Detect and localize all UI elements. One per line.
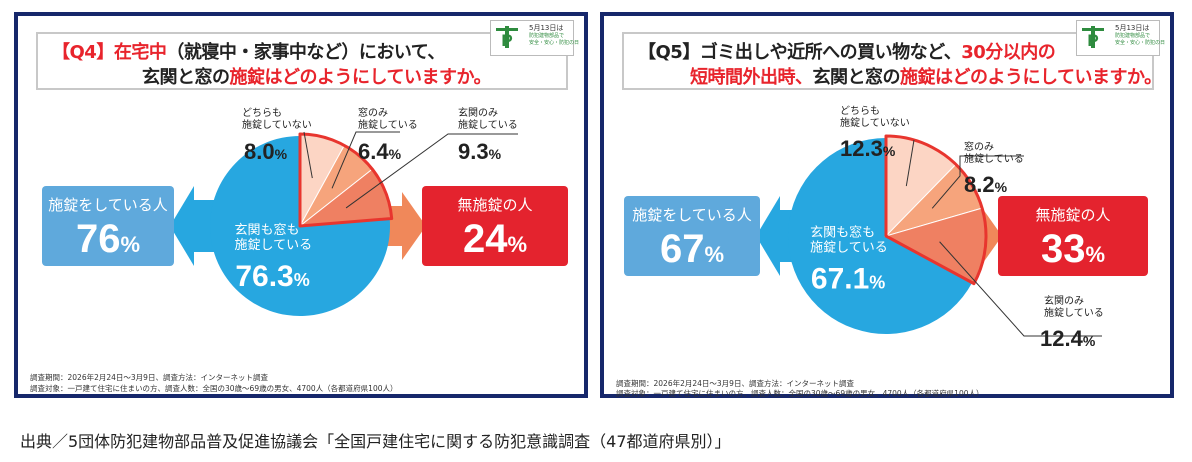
question-highlight: 30分以内の — [961, 42, 1056, 63]
question-title-line2: 玄関と窓の施錠はどのようにしていますか。 — [142, 63, 492, 89]
question-title-box: 【Q4】在宅中（就寝中・家事中など）において、 玄関と窓の施錠はどのようにしてい… — [36, 32, 568, 90]
leader-line — [345, 133, 518, 209]
unlocked-summary-box — [998, 196, 1148, 276]
unlocked-summary-value: 33% — [1041, 227, 1105, 271]
unlocked-summary-value: 24% — [463, 217, 527, 261]
slice-label-both-locked: 玄関も窓も施錠している — [810, 225, 888, 255]
svg-text:P: P — [1087, 31, 1098, 50]
slice-value-2: 8.2% — [964, 172, 1008, 197]
leader-line — [303, 131, 313, 179]
slice-value-3: 9.3% — [458, 139, 502, 164]
logo-tagline: 防犯建物部品で 安全・安心・防犯の日 — [529, 33, 580, 46]
locked-summary-label: 施錠をしている人 — [632, 207, 752, 224]
slice-value-3: 12.4% — [1040, 326, 1096, 351]
right-arrow-icon — [386, 192, 426, 260]
pie-chart-q5: 施錠をしている人 67% 無施錠の人 33% 玄関も窓も施錠している 67.1% どちらも施… — [624, 105, 1148, 351]
svg-text:P: P — [501, 31, 512, 50]
question-title-line1: 【Q4】在宅中（就寝中・家事中など）において、 — [52, 38, 445, 64]
unlocked-summary-box — [422, 186, 568, 266]
slice-value-both-locked: 76.3% — [235, 260, 309, 293]
slice-label-1: どちらも施錠していない — [840, 105, 910, 129]
left-arrow-icon — [170, 186, 194, 266]
question-highlight: 施錠はどのようにしていますか。 — [229, 67, 492, 88]
leader-line — [939, 241, 1102, 337]
locked-summary-label: 施錠をしている人 — [48, 197, 168, 214]
slice-label-2: 窓のみ施錠している — [964, 140, 1024, 165]
locked-summary-value: 76% — [76, 217, 140, 261]
question-title-line2: 短時間外出時、玄関と窓の施錠はどのようにしていますか。 — [690, 63, 1162, 89]
slice-label-2: 窓のみ施錠している — [358, 106, 418, 131]
survey-panel-q4: 【Q4】在宅中（就寝中・家事中など）において、 玄関と窓の施錠はどのようにしてい… — [14, 12, 588, 398]
logo-tagline: 防犯建物部品で 安全・安心・防犯の日 — [1115, 33, 1166, 46]
slice-label-1: どちらも施錠していない — [242, 107, 312, 131]
question-number: 【Q4】在宅中 — [52, 42, 167, 63]
unlocked-group-outline — [884, 134, 988, 286]
slice-label-3: 玄関のみ施錠している — [458, 106, 518, 131]
slice-value-both-locked: 67.1% — [811, 263, 885, 296]
campaign-logo: P 5月13日は 防犯建物部品で 安全・安心・防犯の日 — [1076, 20, 1165, 56]
slice-value-1: 8.0% — [244, 139, 288, 164]
p-mark-icon: P — [1080, 24, 1106, 50]
unlocked-group-outline — [298, 132, 394, 228]
leader-line — [331, 131, 400, 189]
logo-date: 5月13日は — [1115, 24, 1150, 32]
source-citation: 出典／5団体防犯建物部品普及促進協議会「全国戸建住宅に関する防犯意識調査（47都… — [20, 432, 731, 451]
survey-panel-q5: 【Q5】ゴミ出しや近所への買い物など、30分以内の 短時間外出時、玄関と窓の施錠… — [600, 12, 1174, 398]
question-highlight: 施錠はどのようにしていますか。 — [900, 67, 1162, 88]
locked-summary-box — [624, 196, 760, 276]
logo-date: 5月13日は — [529, 24, 564, 32]
survey-target-note: 調査対象：一戸建て住宅に住まいの方、調査人数：全国の30歳～69歳の男女、470… — [30, 384, 398, 393]
question-text: （就寝中・家事中など）において、 — [166, 42, 445, 63]
leader-line — [931, 155, 1024, 209]
question-title-box: 【Q5】ゴミ出しや近所への買い物など、30分以内の 短時間外出時、玄関と窓の施錠… — [622, 32, 1162, 90]
question-text: 玄関と窓の — [142, 67, 230, 88]
slice-value-2: 6.4% — [358, 139, 402, 164]
survey-period-note: 調査期間：2026年2月24日～3月9日、調査方法：インターネット調査 — [616, 379, 854, 388]
slice-label-3: 玄関のみ施錠している — [1044, 294, 1104, 319]
slice-label-both-locked: 玄関も窓も施錠している — [235, 222, 313, 252]
campaign-logo: P 5月13日は 防犯建物部品で 安全・安心・防犯の日 — [490, 20, 579, 56]
question-highlight: 短時間外出時、 — [690, 67, 813, 88]
question-title-line1: 【Q5】ゴミ出しや近所への買い物など、30分以内の — [638, 38, 1056, 64]
slice-value-1: 12.3% — [840, 136, 896, 161]
question-text: 【Q5】ゴミ出しや近所への買い物など、 — [638, 42, 962, 63]
leader-line — [905, 139, 915, 187]
survey-target-note: 調査対象：一戸建て住宅に住まいの方、調査人数：全国の30歳～69歳の男女、470… — [616, 389, 984, 398]
survey-period-note: 調査期間：2026年2月24日～3月9日、調査方法：インターネット調査 — [30, 373, 268, 382]
locked-summary-box — [42, 186, 174, 266]
p-mark-icon: P — [494, 24, 520, 50]
locked-summary-value: 67% — [660, 227, 724, 271]
unlocked-summary-label: 無施錠の人 — [1035, 207, 1110, 224]
left-arrow-icon — [756, 196, 780, 276]
question-text: 玄関と窓の — [812, 67, 901, 88]
unlocked-summary-label: 無施錠の人 — [457, 197, 532, 214]
pie-slice-both-locked — [788, 138, 973, 335]
pie-chart-q4: 施錠をしている人 76% 無施錠の人 24% 玄関も窓も施錠している 76.3% どちらも施… — [42, 106, 568, 316]
